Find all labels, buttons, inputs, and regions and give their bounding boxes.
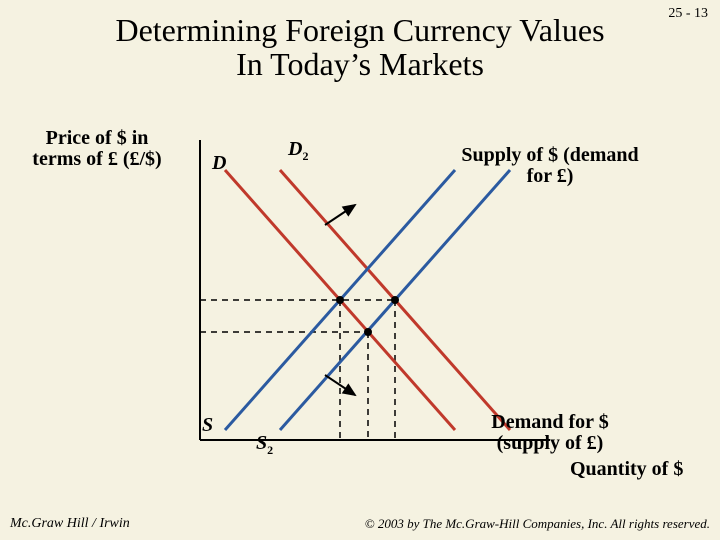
label-S: S	[202, 414, 213, 437]
label-S2-sub: 2	[267, 443, 273, 457]
label-S2-main: S	[256, 432, 267, 454]
label-S2: S2	[256, 432, 273, 458]
footer-copyright: © 2003 by The Mc.Graw-Hill Companies, In…	[365, 516, 710, 532]
label-D2-sub: 2	[302, 149, 308, 163]
label-D2-main: D	[288, 138, 302, 160]
x-axis-label: Quantity of $	[570, 458, 683, 481]
title-line-2: In Today’s Markets	[0, 48, 720, 82]
footer-publisher: Mc.Graw Hill / Irwin	[10, 516, 130, 532]
label-D2: D2	[288, 138, 308, 164]
label-D: D	[212, 152, 226, 175]
supply-label: Supply of $ (demand for £)	[460, 145, 640, 187]
slide-title: Determining Foreign Currency Values In T…	[0, 14, 720, 81]
demand-label: Demand for $ (supply of £)	[460, 412, 640, 454]
y-axis-label: Price of $ in terms of £ (£/$)	[22, 128, 172, 170]
title-line-1: Determining Foreign Currency Values	[0, 14, 720, 48]
